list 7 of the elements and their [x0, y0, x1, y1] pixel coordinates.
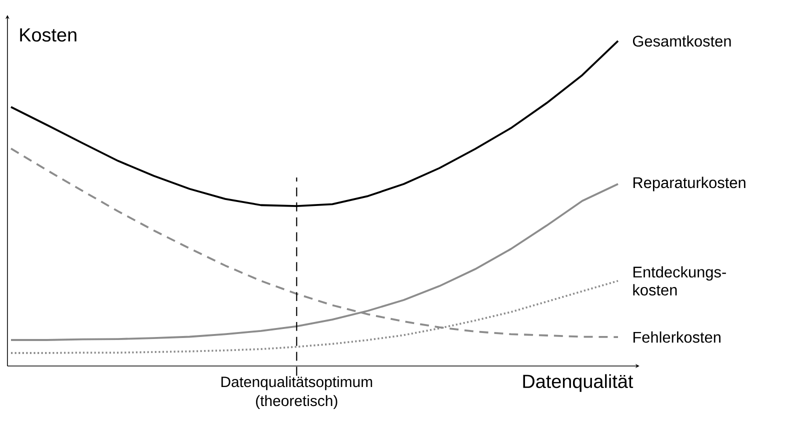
series-label: Fehlerkosten — [633, 331, 720, 343]
series-label: Gesamtkosten — [632, 35, 731, 47]
x-axis-title: Datenqualität — [523, 374, 634, 392]
text: Datenqualitätsoptimum (theoretisch) — [221, 376, 372, 410]
series-label: Entdeckungs-kosten — [633, 266, 726, 296]
series-label: Reparaturkosten — [633, 176, 746, 192]
y-axis-title: Kosten — [20, 28, 76, 42]
